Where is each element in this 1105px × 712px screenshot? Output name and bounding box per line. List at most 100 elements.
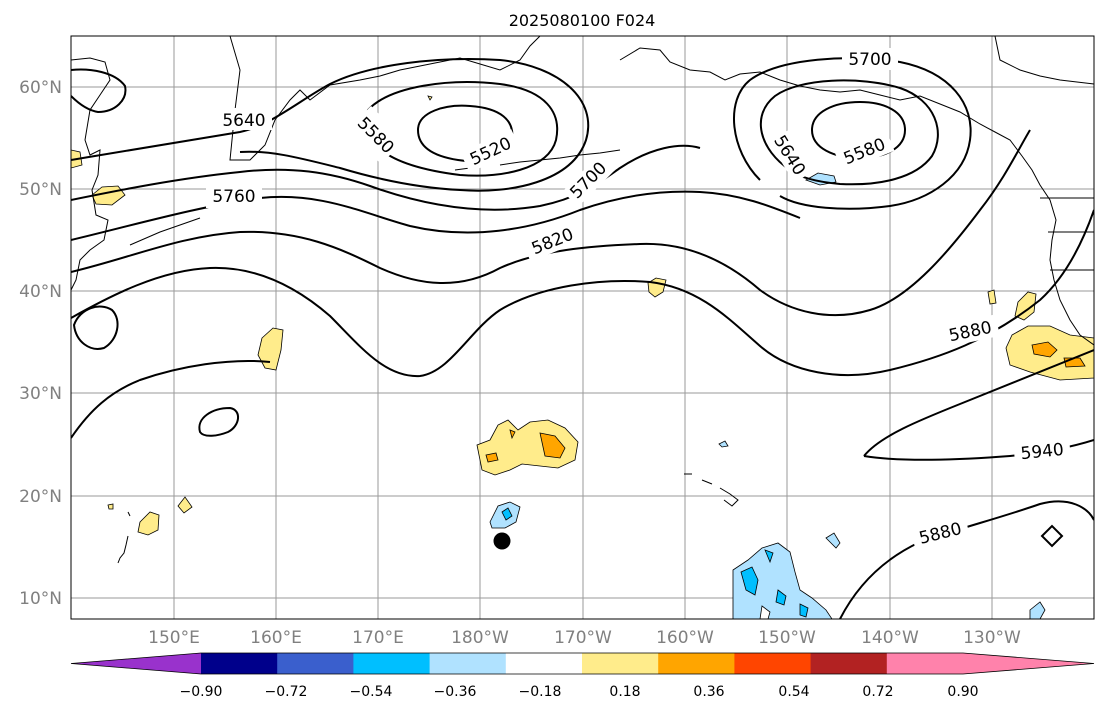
positive-patch-strong [485,452,499,463]
colorbar-segment [810,653,888,674]
coastlines [71,36,1094,564]
colorbar-tick-label: 0.90 [947,684,978,700]
positive-patch-strong [539,432,566,459]
negative-patch-strong [764,549,774,564]
negative-patch-strong [740,566,759,596]
latitude-label: 30°N [19,384,62,404]
colorbar-segment [201,653,278,674]
negative-patch [718,440,729,448]
colorbar-tick-label: −0.18 [519,684,562,700]
positive-patch [647,277,667,298]
colorbar-segment [734,653,812,674]
colorbar-segment [353,653,431,674]
contour-label: 5940 [1020,440,1065,464]
colorbar [70,652,1095,675]
storm-center-marker [493,532,511,550]
shaded-fields [71,95,1094,619]
colorbar-segment [886,653,964,674]
contour-label: 5880 [917,519,964,549]
coastline-bc [1040,197,1094,271]
contour-label: 5760 [212,187,255,207]
negative-patch [1029,601,1046,619]
longitude-label: 140°W [861,628,919,648]
map-frame [70,35,1095,620]
positive-patch-strong [509,429,516,440]
colorbar-tick-label: −0.54 [350,684,393,700]
longitude-label: 170°W [554,628,612,648]
positive-patch [107,503,114,510]
contour-5640-east [759,79,939,186]
longitude-label: 160°W [656,628,714,648]
coastline-canada-border [994,36,1094,85]
negative-patch [732,542,833,619]
contour-5880-north [71,209,1094,378]
map-area: 5640 5580 5520 5700 5760 5820 5700 5640 … [71,36,1094,619]
positive-patch [427,95,433,101]
colorbar-segment [582,653,659,674]
contour-5820 [71,129,1031,317]
colorbar-tick-label: 0.54 [778,684,809,700]
colorbar-over-arrow [963,653,1094,674]
colorbar-tick-label: 0.72 [862,684,893,700]
negative-patch-strong [501,507,513,521]
island-marianas [117,511,131,564]
colorbar-tick-label: −0.90 [180,684,223,700]
colorbar-tick-label: 0.36 [693,684,724,700]
positive-patch [1014,291,1037,321]
colorbar-labels: −0.90 −0.72 −0.54 −0.36 −0.18 0.18 0.36 … [180,684,979,700]
longitude-axis: 150°E 160°E 170°E 180°W 170°W 160°W 150°… [148,628,1021,648]
negative-patch-strong [799,603,809,618]
coastline-alaska [619,47,1094,346]
coastline-kamchatka [229,36,541,161]
coastline-aleutians [129,149,621,246]
contour-closed-japan [72,305,119,350]
colorbar-segment [277,653,354,674]
positive-patch-strong [1031,341,1058,358]
colorbar-segment [429,653,507,674]
latitude-label: 10°N [19,589,62,609]
contour-5640-west [71,58,590,192]
contour-label: 5880 [947,318,993,347]
latitude-label: 40°N [19,282,62,302]
contour-5700-east [733,57,972,210]
latitude-label: 20°N [19,487,62,507]
contour-label-layer: 5640 5580 5520 5700 5760 5820 5700 5640 … [206,48,1072,551]
longitude-label: 160°E [250,628,302,648]
latitude-label: 50°N [19,180,62,200]
colorbar-segment [505,653,583,674]
contour-label: 5640 [222,111,265,131]
longitude-label: 170°E [352,628,404,648]
contour-closed-east [1040,524,1064,548]
contour-closed-west [198,406,239,437]
colorbar-tick-label: −0.36 [434,684,477,700]
positive-patch [476,419,579,476]
colorbar-segment [658,653,735,674]
colorbar-tick-label: 0.18 [609,684,640,700]
positive-patch [257,327,284,371]
contour-label: 5700 [848,50,891,70]
white-patch [759,605,771,619]
contour-closed-nw [71,68,127,114]
contour-5940 [71,349,1094,461]
contour-5880-south [839,500,1094,619]
map-title: 2025080100 F024 [509,11,656,30]
longitude-label: 180°W [451,628,509,648]
negative-patch [825,532,841,549]
colorbar-tick-label: −0.72 [265,684,308,700]
latitude-label: 60°N [19,78,62,98]
contour-5700-west [71,144,701,211]
longitude-label: 130°W [963,628,1021,648]
positive-patch [987,289,997,305]
longitude-label: 150°W [758,628,816,648]
coastline-asia [71,57,111,291]
contour-5760 [71,190,801,241]
colorbar-under-arrow [71,653,201,674]
negative-patch-strong [775,589,787,606]
longitude-label: 150°E [148,628,200,648]
positive-patch [137,511,160,536]
latitude-axis: 60°N 50°N 40°N 30°N 20°N 10°N [19,78,62,609]
positive-patch [177,496,193,514]
coastline-hawaii [684,473,739,507]
colorbar-outline [70,652,1095,675]
